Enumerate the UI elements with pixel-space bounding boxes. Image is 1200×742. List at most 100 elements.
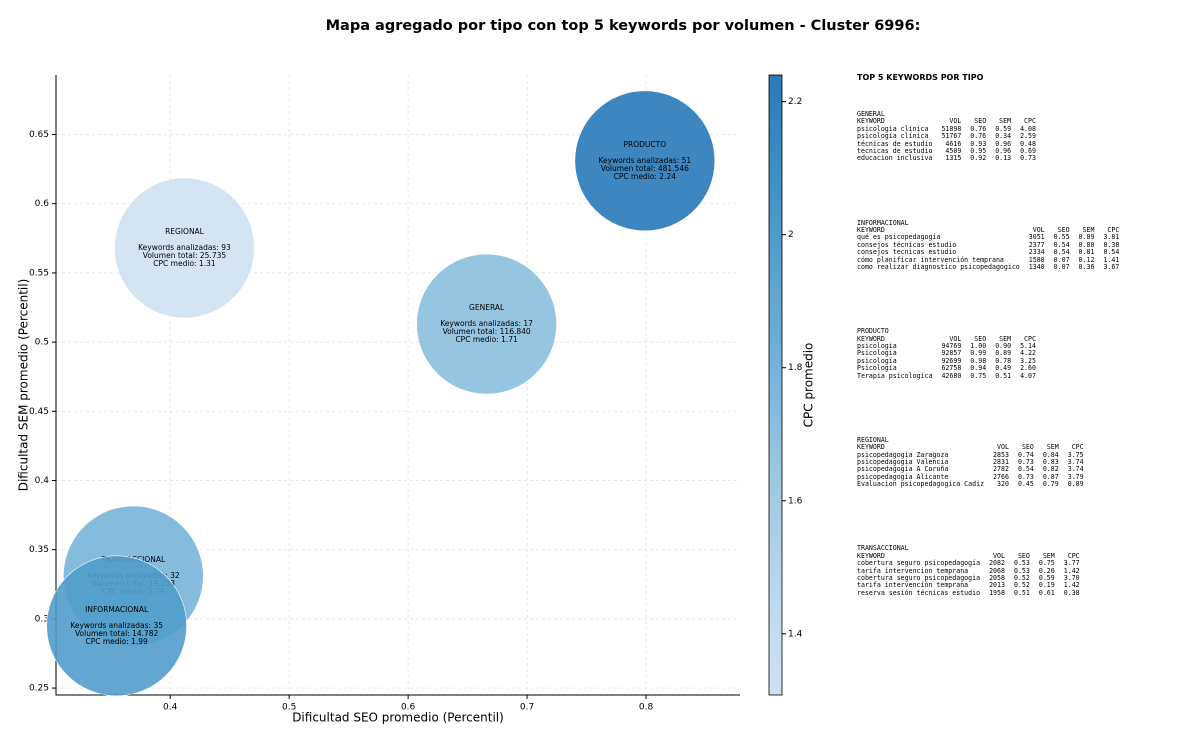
table-cell: 2334 [1028, 248, 1045, 257]
colorbar-tick-label: 1.6 [788, 496, 803, 506]
table-cell: VOL [1032, 226, 1045, 234]
keyword-table: KEYWORD VOL SEO SEM CPC cobertura seguro psic… [857, 551, 1080, 597]
bubble-label: Volumen total: 14.782 [75, 629, 159, 638]
x-axis-label: Dificultad SEO promedio (Percentil) [292, 711, 504, 725]
table-row: cobertura seguro psicopedagogia 2058 0.52 0… [857, 574, 1080, 583]
table-row: qué es psicopedagogía 3051 0.55 0.89 3.81 [857, 233, 1120, 242]
table-cell: 3.81 [1103, 233, 1120, 242]
bubble-name: GENERAL [469, 303, 505, 312]
table-cell: 0.49 [995, 364, 1012, 373]
table-cell: Psicologia [857, 349, 897, 358]
table-cell: Evaluacion psicopedagogica Cadiz [857, 480, 985, 489]
table-row: psicopedagogia Alicante 2766 0.73 0.87 3.79 [857, 472, 1084, 481]
table-cell: 51898 [941, 124, 962, 133]
table-cell: 0.87 [1042, 472, 1059, 481]
table-cell: tarifa intervencion temprana [857, 566, 969, 575]
table-cell: 2068 [989, 566, 1005, 575]
table-cell: reserva sesión técnicas estudio [857, 588, 981, 597]
x-tick-label: 0.6 [401, 703, 416, 713]
table-row: KEYWORD VOL SEO SEM CPC [857, 117, 1036, 126]
table-cell: 0.95 [970, 147, 987, 156]
table-cell: 0.52 [1013, 574, 1030, 583]
table-cell: educacion inclusiva [857, 154, 933, 163]
table-cell: 42680 [941, 371, 962, 380]
table-cell: 0.54 [1053, 248, 1070, 257]
table-cell: 0.38 [1063, 588, 1080, 597]
table-cell: 3.79 [1067, 472, 1084, 481]
table-cell: 0.38 [1103, 240, 1120, 249]
bubble-label: CPC medio: 1.71 [455, 335, 518, 344]
table-cell: 0.75 [1038, 559, 1055, 568]
bubble-label: Keywords analizadas: 93 [138, 243, 231, 252]
bubble-label: CPC medio: 1.31 [153, 259, 216, 268]
table-cell: 3.70 [1063, 574, 1080, 583]
table-cell: 0.55 [1053, 233, 1070, 242]
group-name: REGIONAL [857, 435, 889, 444]
table-cell: 0.54 [1103, 248, 1120, 257]
table-cell: 3.67 [1103, 263, 1120, 272]
table-cell: 0.73 [1017, 458, 1034, 467]
table-cell: 3.25 [1020, 356, 1036, 365]
table-row: cómo planificar intervención temprana 158… [857, 256, 1119, 264]
bubble-label: CPC medio: 2.24 [614, 172, 677, 181]
table-cell: SEO [1057, 226, 1070, 234]
table-cell: 0.54 [1053, 240, 1070, 249]
y-tick-label: 0.65 [29, 130, 49, 140]
table-row: tarifa intervencion temprana 2068 0.53 0.20… [857, 566, 1080, 575]
table-cell: 0.79 [1042, 480, 1059, 489]
table-cell: SEO [1017, 551, 1030, 560]
table-row: psicopedagogia Zaragoza 2853 0.74 0.84 3.75 [857, 451, 1084, 459]
table-cell: 1315 [945, 154, 962, 163]
table-cell: 0.76 [970, 132, 987, 141]
panel-title: TOP 5 KEYWORDS POR TIPO [857, 73, 984, 82]
table-cell: 0.19 [1038, 581, 1055, 590]
y-tick-label: 0.45 [29, 407, 49, 417]
table-cell: 1.00 [970, 342, 987, 350]
table-cell: CPC [1107, 226, 1120, 234]
table-cell: KEYWORD [857, 334, 885, 343]
keyword-table: KEYWORD VOL SEO SEM CPC psicopedagogia Zarago… [857, 443, 1084, 489]
table-cell: 1.42 [1063, 566, 1080, 575]
colorbar [768, 74, 783, 696]
table-row: psicologia 94769 1.00 0.90 5.14 [857, 342, 1036, 350]
table-row: educacion inclusiva 1315 0.92 0.13 0.73 [857, 154, 1036, 163]
table-cell: 0.89 [995, 349, 1012, 358]
chart-title: Mapa agregado por tipo con top 5 keyword… [326, 18, 921, 34]
table-row: cobertura seguro psicopedagogía 2082 0.53 0… [857, 559, 1080, 568]
table-cell: 0.98 [970, 356, 987, 365]
table-cell: 0.20 [1038, 566, 1055, 575]
table-cell: 0.76 [970, 124, 987, 133]
table-cell: 0.45 [1017, 480, 1034, 489]
table-cell: 0.96 [995, 139, 1012, 148]
group-name: TRANSACCIONAL [857, 544, 909, 553]
table-cell: 2058 [989, 574, 1005, 583]
table-cell: 92699 [941, 356, 962, 365]
table-cell: 0.36 [1078, 263, 1095, 272]
table-cell: SEM [1046, 443, 1059, 452]
table-cell: 0.96 [995, 147, 1012, 156]
table-cell: 2082 [989, 559, 1005, 568]
table-cell: 0.61 [1038, 588, 1055, 597]
colorbar-tick-label: 1.8 [788, 363, 803, 373]
table-cell: KEYWORD [857, 117, 885, 126]
table-cell: 0.73 [1017, 472, 1034, 481]
bubble-label: Keywords analizadas: 51 [598, 156, 691, 165]
table-cell: SEO [1021, 443, 1034, 452]
bubble-name: INFORMACIONAL [85, 605, 149, 614]
table-cell: 320 [997, 480, 1009, 489]
table-cell: 2.59 [1020, 132, 1036, 141]
table-row: psicopedagogia Valencia 2831 0.73 0.83 3.74 [857, 458, 1084, 467]
colorbar-tick-label: 1.4 [788, 629, 803, 639]
bubble-label: Volumen total: 116.840 [443, 327, 531, 336]
table-cell: 0.59 [1038, 574, 1055, 583]
table-cell: 3.77 [1063, 559, 1080, 568]
table-cell: 2377 [1028, 240, 1045, 249]
table-cell: SEM [1042, 551, 1055, 560]
table-cell: Psicología [857, 364, 897, 373]
table-cell: 0.75 [970, 371, 987, 380]
table-cell: 51767 [941, 132, 962, 141]
keyword-group: INFORMACIONAL KEYWORD VOL SEO SEM CPC qué es p… [857, 219, 1120, 272]
table-cell: 2782 [993, 465, 1009, 474]
table-cell: psicología clínica [857, 132, 929, 141]
table-cell: VOL [997, 443, 1009, 452]
